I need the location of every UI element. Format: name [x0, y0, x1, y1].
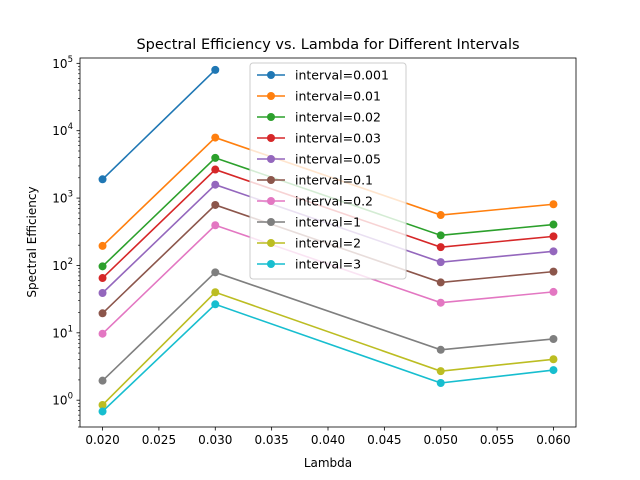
- data-point: [436, 298, 445, 307]
- data-point: [549, 232, 558, 241]
- legend-box: [249, 62, 407, 280]
- series-line: [101, 69, 216, 180]
- y-axis-label: Spectral Efficiency: [25, 186, 39, 297]
- series-interval-0-001: [98, 65, 220, 184]
- data-point: [98, 329, 107, 338]
- data-point: [549, 366, 558, 375]
- legend-label: interval=3: [295, 257, 361, 272]
- data-point: [98, 262, 107, 271]
- x-axis: 0.020 0.025 0.030 0.035 0.040 0.045 0.050 0.055…: [85, 427, 571, 447]
- y-tick-label: 103: [52, 190, 73, 206]
- data-point: [211, 268, 220, 277]
- data-point: [98, 376, 107, 385]
- x-tick-label: 0.020: [85, 433, 119, 447]
- data-point: [549, 247, 558, 256]
- legend-label: interval=0.2: [295, 194, 373, 209]
- x-tick-label: 0.035: [254, 433, 288, 447]
- data-point: [98, 175, 107, 184]
- x-axis-label: Lambda: [304, 456, 352, 470]
- data-point: [549, 220, 558, 229]
- legend-marker: [267, 239, 275, 247]
- series-line: [101, 303, 554, 413]
- series-interval-3: [98, 300, 558, 416]
- legend-item: interval=0.2: [257, 194, 373, 209]
- legend-marker: [267, 134, 275, 142]
- data-point: [436, 211, 445, 220]
- data-point: [98, 288, 107, 297]
- data-point: [211, 200, 220, 209]
- y-tick-label: 100: [52, 392, 73, 408]
- data-point: [549, 267, 558, 276]
- legend-label: interval=0.1: [295, 173, 373, 188]
- legend-marker: [267, 176, 275, 184]
- legend-item: interval=2: [257, 236, 361, 251]
- legend: interval=0.001 interval=0.01 interval=0.02…: [249, 62, 407, 280]
- x-tick-label: 0.030: [198, 433, 232, 447]
- y-tick-label: 101: [52, 324, 73, 340]
- y-tick-label: 104: [52, 122, 73, 138]
- legend-item: interval=0.05: [257, 152, 381, 167]
- data-point: [436, 258, 445, 267]
- legend-item: interval=3: [257, 257, 361, 272]
- series-line: [101, 291, 554, 406]
- data-point: [211, 221, 220, 230]
- y-axis: 100 101 102 103 104 105: [52, 55, 80, 428]
- legend-label: interval=1: [295, 215, 361, 230]
- y-tick-label: 102: [52, 257, 73, 273]
- data-point: [211, 180, 220, 189]
- data-point: [436, 367, 445, 376]
- legend-label: interval=0.03: [295, 131, 381, 146]
- data-point: [98, 407, 107, 416]
- data-point: [549, 355, 558, 364]
- legend-marker: [267, 155, 275, 163]
- series-line: [101, 271, 554, 382]
- legend-marker: [267, 92, 275, 100]
- data-point: [98, 241, 107, 250]
- data-point: [436, 231, 445, 240]
- data-point: [211, 65, 220, 74]
- data-point: [98, 400, 107, 409]
- legend-item: interval=0.02: [257, 110, 381, 125]
- x-tick-label: 0.025: [142, 433, 176, 447]
- legend-label: interval=0.01: [295, 89, 381, 104]
- data-point: [436, 378, 445, 387]
- x-tick-label: 0.055: [480, 433, 514, 447]
- legend-item: interval=0.01: [257, 89, 381, 104]
- series-interval-2: [98, 288, 558, 409]
- x-tick-label: 0.040: [311, 433, 345, 447]
- data-point: [98, 309, 107, 318]
- legend-label: interval=2: [295, 236, 361, 251]
- data-point: [549, 287, 558, 296]
- data-point: [549, 334, 558, 343]
- legend-marker: [267, 218, 275, 226]
- legend-item: interval=0.001: [257, 68, 389, 83]
- legend-item: interval=0.03: [257, 131, 381, 146]
- data-point: [211, 133, 220, 142]
- legend-marker: [267, 71, 275, 79]
- x-tick-label: 0.045: [367, 433, 401, 447]
- data-point: [98, 274, 107, 283]
- series-interval-1: [98, 268, 558, 385]
- data-point: [211, 300, 220, 309]
- x-tick-label: 0.060: [536, 433, 570, 447]
- legend-item: interval=1: [257, 215, 361, 230]
- data-point: [211, 165, 220, 174]
- legend-marker: [267, 113, 275, 121]
- data-point: [436, 278, 445, 287]
- legend-label: interval=0.05: [295, 152, 381, 167]
- x-tick-label: 0.050: [424, 433, 458, 447]
- y-tick-label: 105: [52, 55, 73, 71]
- data-point: [211, 153, 220, 162]
- data-point: [211, 288, 220, 297]
- data-point: [436, 345, 445, 354]
- legend-label: interval=0.001: [295, 68, 389, 83]
- legend-label: interval=0.02: [295, 110, 381, 125]
- legend-item: interval=0.1: [257, 173, 373, 188]
- legend-marker: [267, 197, 275, 205]
- data-point: [549, 200, 558, 209]
- chart-title: Spectral Efficiency vs. Lambda for Diffe…: [136, 37, 519, 53]
- legend-marker: [267, 260, 275, 268]
- data-point: [436, 243, 445, 252]
